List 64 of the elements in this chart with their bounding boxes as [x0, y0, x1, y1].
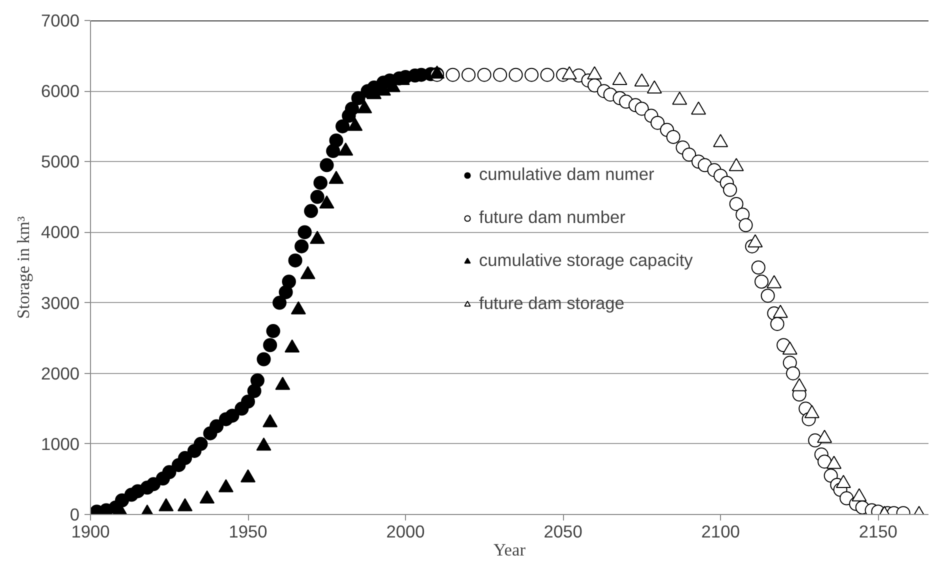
point — [266, 324, 280, 338]
point — [256, 352, 271, 366]
point — [225, 408, 240, 423]
y-tick-label: 0 — [70, 504, 80, 524]
point — [462, 68, 476, 82]
point — [754, 274, 769, 289]
point — [344, 102, 359, 116]
point — [298, 225, 312, 240]
point — [493, 68, 508, 82]
point — [736, 208, 750, 222]
y-tick-label: 2000 — [40, 363, 80, 384]
point — [162, 465, 176, 480]
point — [329, 133, 344, 148]
x-tick-label: 2100 — [701, 522, 740, 542]
point — [282, 274, 296, 289]
legend-label: future dam number — [479, 207, 626, 228]
point — [818, 454, 832, 469]
point — [263, 338, 278, 352]
point — [313, 176, 328, 190]
y-tick-label: 4000 — [40, 222, 80, 242]
point — [770, 316, 784, 331]
point — [294, 239, 309, 254]
point — [738, 218, 753, 232]
y-tick-label: 1000 — [40, 434, 80, 454]
y-tick-label: 6000 — [40, 81, 80, 102]
point — [682, 148, 696, 162]
legend-label: cumulative storage capacity — [479, 250, 693, 271]
point — [760, 288, 775, 303]
point — [786, 366, 800, 380]
point — [210, 419, 224, 434]
point — [650, 116, 665, 130]
point — [288, 253, 302, 268]
point — [304, 204, 318, 218]
point — [272, 296, 287, 310]
x-tick-label: 1950 — [228, 522, 268, 542]
y-tick-label: 3000 — [40, 292, 80, 313]
x-tick-label: 2050 — [544, 522, 582, 542]
point — [178, 451, 192, 466]
x-axis-title: Year — [494, 540, 526, 560]
point — [524, 68, 539, 82]
x-tick-label: 1900 — [71, 522, 110, 542]
point — [194, 436, 208, 451]
y-axis-title: Storage in km³ — [14, 216, 33, 319]
point — [634, 102, 649, 116]
point — [310, 190, 324, 204]
point — [666, 130, 680, 144]
point — [477, 68, 492, 82]
point — [751, 260, 766, 274]
point — [320, 158, 334, 172]
point — [540, 68, 554, 82]
point — [241, 394, 256, 409]
y-tick-label: 5000 — [40, 152, 80, 172]
point — [250, 373, 264, 388]
point — [723, 182, 738, 197]
x-tick-label: 2000 — [386, 522, 425, 542]
point — [729, 197, 744, 211]
legend-label: cumulative dam numer — [479, 164, 654, 185]
point — [336, 119, 350, 134]
x-tick-label: 2150 — [858, 522, 898, 542]
y-tick-label: 7000 — [40, 10, 80, 30]
point — [446, 68, 460, 82]
point — [351, 91, 366, 106]
point — [508, 68, 523, 82]
legend-label: future dam storage — [479, 293, 624, 314]
